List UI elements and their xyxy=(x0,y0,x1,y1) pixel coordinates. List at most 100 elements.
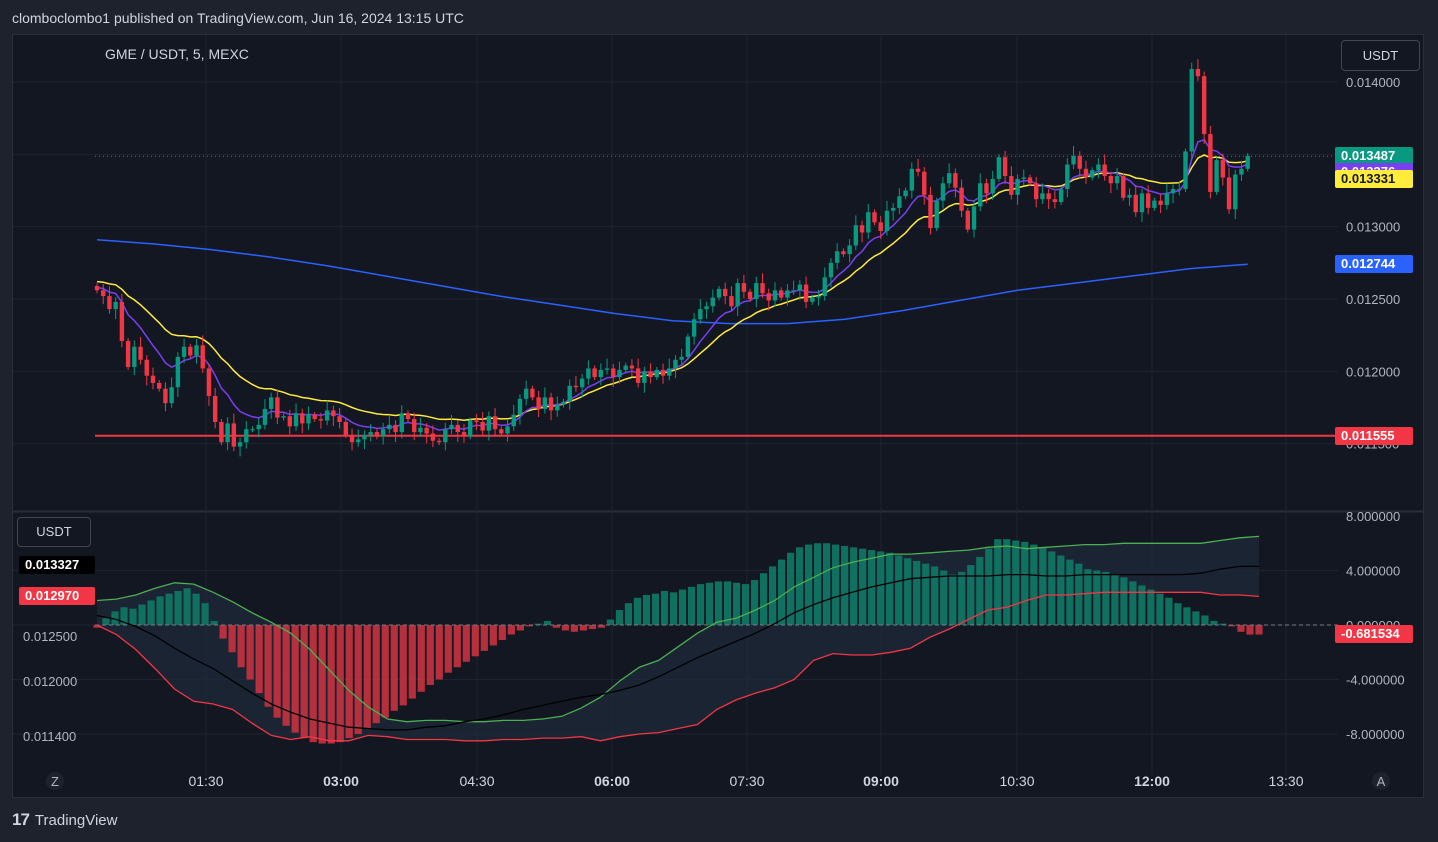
indicator-left-tick: 0.011400 xyxy=(23,729,76,744)
candle-body xyxy=(729,296,734,307)
candle-body xyxy=(144,359,149,376)
candle-body xyxy=(424,427,429,434)
candle-body xyxy=(884,210,890,232)
price-axis-tick: 0.013000 xyxy=(1346,220,1400,235)
candle-body xyxy=(1145,193,1151,208)
candle-body xyxy=(418,427,423,433)
mid-band-line xyxy=(96,565,1259,731)
histogram-bar xyxy=(615,610,624,625)
candle-body xyxy=(169,387,174,404)
price-badge: 0.012744 xyxy=(1335,254,1413,273)
histogram-bar xyxy=(588,625,597,630)
candle-body xyxy=(1046,193,1051,200)
candle-body xyxy=(157,382,162,389)
candle-body xyxy=(567,385,572,402)
candle-body xyxy=(959,187,964,211)
candle-body xyxy=(393,424,398,433)
candle-body xyxy=(1002,157,1008,177)
histogram-bar xyxy=(1192,611,1200,625)
candle-body xyxy=(523,388,529,399)
candle-body xyxy=(548,397,554,411)
candle-body xyxy=(1201,76,1207,135)
histogram-bar xyxy=(597,625,606,628)
candle-body xyxy=(772,290,778,301)
histogram-bar xyxy=(850,547,858,625)
candle-body xyxy=(1009,176,1014,195)
candle-body xyxy=(816,296,821,298)
histogram-bar xyxy=(723,581,732,625)
footer-brand[interactable]: 17 TradingView xyxy=(12,810,117,830)
unit-button-indicator[interactable]: USDT xyxy=(17,517,91,547)
histogram-bar xyxy=(985,548,993,625)
histogram-bar xyxy=(480,625,488,651)
histogram-bar xyxy=(1174,603,1182,625)
histogram-bar xyxy=(282,625,290,726)
candle-body xyxy=(909,168,915,191)
candle-body xyxy=(1164,193,1170,205)
candle-body xyxy=(281,416,286,418)
candle-body xyxy=(181,346,187,357)
histogram-bar xyxy=(156,596,164,625)
histogram-bar xyxy=(426,625,434,685)
histogram-bar xyxy=(1048,551,1056,625)
price-badge: 0.011555 xyxy=(1335,426,1413,445)
candle-body xyxy=(517,398,523,415)
histogram-bar xyxy=(246,625,254,680)
candle-body xyxy=(200,345,205,369)
price-axis-tick: 0.012000 xyxy=(1346,364,1400,379)
histogram-bar xyxy=(1156,593,1164,625)
candle-body xyxy=(866,212,871,233)
histogram-bar xyxy=(498,625,506,640)
histogram-bar xyxy=(714,581,723,625)
candle-body xyxy=(716,288,722,298)
time-axis-tick: 10:30 xyxy=(999,773,1034,789)
unit-button-main[interactable]: USDT xyxy=(1341,40,1420,71)
chart-frame[interactable]: 0.0140000.0130000.0125000.0120000.011500… xyxy=(12,34,1424,798)
tradingview-logo-icon: 17 xyxy=(12,810,30,829)
histogram-bar xyxy=(777,559,786,625)
candle-body xyxy=(231,423,237,447)
candle-body xyxy=(685,336,691,357)
histogram-bar xyxy=(165,593,173,625)
candle-body xyxy=(1015,178,1020,195)
indicator-left-tick: 0.012500 xyxy=(23,629,77,644)
brand-name: TradingView xyxy=(34,811,118,829)
histogram-bar xyxy=(1183,607,1191,625)
histogram-bar xyxy=(1066,559,1074,625)
histogram-bar xyxy=(444,625,452,673)
candle-body xyxy=(362,434,367,440)
candle-body xyxy=(132,346,137,367)
candle-body xyxy=(1245,155,1250,169)
histogram-bar xyxy=(1012,540,1020,625)
histogram-bar xyxy=(768,566,777,625)
candle-body xyxy=(206,368,212,396)
candle-body xyxy=(766,293,771,301)
candle-body xyxy=(94,285,100,291)
candle-body xyxy=(349,434,355,443)
time-axis-tick: 01:30 xyxy=(188,773,223,789)
histogram-bar xyxy=(534,623,542,625)
histogram-bar xyxy=(300,625,308,739)
candle-body xyxy=(480,421,485,431)
candle-body xyxy=(1021,177,1026,179)
candle-body xyxy=(237,442,243,447)
chart-canvas[interactable]: 0.0140000.0130000.0125000.0120000.011500… xyxy=(13,35,1423,797)
candle-body xyxy=(1139,193,1145,213)
histogram-bar xyxy=(516,625,524,631)
candle-body xyxy=(735,283,740,307)
candle-body xyxy=(356,439,361,443)
candle-body xyxy=(1096,164,1101,171)
histogram-bar xyxy=(1138,585,1146,625)
candle-body xyxy=(175,356,181,388)
histogram-bar xyxy=(399,625,407,706)
histogram-bar xyxy=(1129,581,1137,625)
candle-body xyxy=(1158,200,1163,205)
histogram-bar xyxy=(255,625,263,694)
histogram-bar xyxy=(192,593,200,625)
axes: 0.0140000.0130000.0125000.0120000.011500… xyxy=(23,75,1405,790)
candle-body xyxy=(561,401,566,405)
candle-body xyxy=(1108,176,1114,184)
candle-body xyxy=(1090,170,1095,178)
candle-body xyxy=(1226,177,1232,210)
histogram-bar xyxy=(1210,620,1218,625)
